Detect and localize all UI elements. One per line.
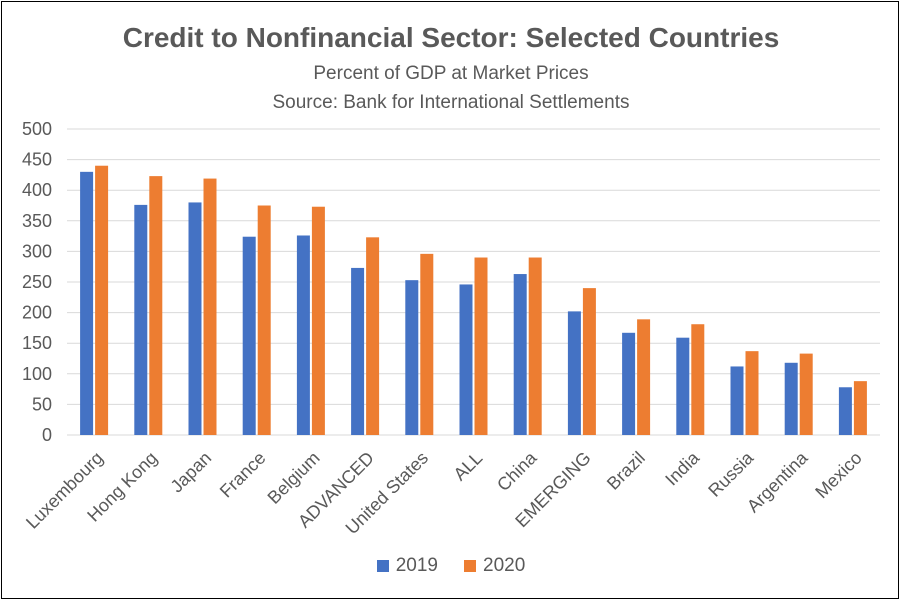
y-axis-ticks: 0 50 100 150 200 250 300 350 400 450 500 bbox=[22, 119, 52, 445]
bar-2019-japan bbox=[188, 202, 202, 435]
chart-title: Credit to Nonfinancial Sector: Selected … bbox=[122, 22, 780, 53]
legend: 2019 2020 bbox=[0, 555, 902, 577]
bar-2020-united-states bbox=[420, 253, 434, 435]
bar-2019-united-states bbox=[405, 280, 419, 435]
bar-2020-france bbox=[257, 205, 271, 435]
y-tick-label: 450 bbox=[22, 150, 52, 170]
legend-label-2020: 2020 bbox=[483, 555, 526, 576]
bar-2019-luxembourg bbox=[80, 171, 94, 435]
bar-2019-hong-kong bbox=[134, 204, 148, 435]
y-tick-label: 100 bbox=[22, 364, 52, 384]
bar-2019-all bbox=[459, 284, 473, 435]
bar-2020-luxembourg bbox=[95, 165, 109, 435]
x-tick-label: France bbox=[216, 448, 270, 502]
bar-2019-france bbox=[242, 236, 256, 435]
bar-2020-all bbox=[474, 257, 488, 435]
y-tick-label: 300 bbox=[22, 241, 52, 261]
x-tick-label: Brazil bbox=[603, 448, 649, 494]
y-tick-label: 400 bbox=[22, 180, 52, 200]
bar-2020-china bbox=[528, 257, 542, 435]
y-tick-label: 50 bbox=[32, 394, 52, 414]
legend-swatch-2019 bbox=[376, 560, 389, 572]
y-tick-label: 250 bbox=[22, 272, 52, 292]
bar-2020-mexico bbox=[853, 381, 867, 435]
y-tick-label: 0 bbox=[42, 425, 52, 445]
bar-2020-advanced bbox=[366, 237, 380, 435]
bars bbox=[80, 165, 867, 435]
chart-source: Source: Bank for International Settlemen… bbox=[272, 92, 630, 113]
bar-2019-mexico bbox=[838, 387, 852, 435]
chart-subtitle: Percent of GDP at Market Prices bbox=[313, 63, 589, 84]
bar-2019-brazil bbox=[622, 332, 636, 435]
bar-2019-china bbox=[513, 274, 527, 435]
bar-2020-belgium bbox=[311, 206, 325, 435]
y-tick-label: 150 bbox=[22, 333, 52, 353]
bar-2020-russia bbox=[745, 351, 759, 435]
x-tick-label: Russia bbox=[704, 447, 758, 501]
bar-2019-belgium bbox=[296, 235, 310, 435]
legend-item-2019: 2019 bbox=[376, 555, 438, 577]
y-tick-label: 500 bbox=[22, 119, 52, 139]
bar-2019-emerging bbox=[567, 311, 581, 435]
bar-2020-hong-kong bbox=[149, 176, 163, 435]
x-tick-label: India bbox=[661, 447, 703, 489]
bar-2020-japan bbox=[203, 178, 217, 435]
y-tick-label: 350 bbox=[22, 211, 52, 231]
x-tick-label: Mexico bbox=[811, 448, 865, 502]
bar-2020-emerging bbox=[582, 288, 596, 435]
bar-2019-argentina bbox=[784, 362, 798, 435]
legend-label-2019: 2019 bbox=[395, 555, 438, 576]
legend-item-2020: 2020 bbox=[464, 555, 525, 577]
x-tick-label: China bbox=[493, 447, 541, 495]
y-tick-label: 200 bbox=[22, 303, 52, 323]
x-tick-label: ALL bbox=[450, 448, 487, 485]
bar-2019-russia bbox=[730, 366, 744, 435]
bar-2020-argentina bbox=[799, 353, 813, 435]
gridlines bbox=[67, 128, 880, 436]
bar-2020-india bbox=[691, 324, 705, 435]
bar-2020-brazil bbox=[637, 319, 651, 435]
bar-2019-india bbox=[676, 337, 690, 435]
legend-swatch-2020 bbox=[464, 560, 476, 572]
x-tick-label: Japan bbox=[167, 448, 216, 497]
x-tick-label: Argentina bbox=[743, 447, 812, 516]
bar-2019-advanced bbox=[351, 267, 365, 435]
